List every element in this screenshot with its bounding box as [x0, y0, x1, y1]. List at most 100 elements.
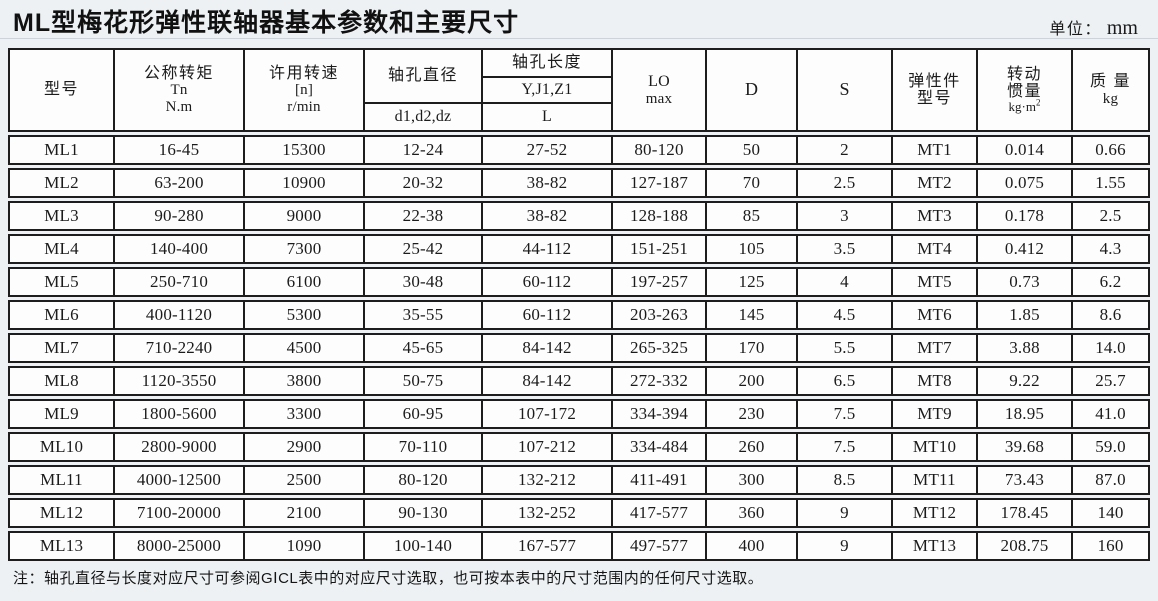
table-cell: 105: [707, 236, 798, 262]
table-body: ML1 16-45 15300 12-24 27-52 80-120 50 2 MT1 0.014…: [8, 135, 1150, 561]
table-cell: ML7: [10, 335, 115, 361]
col-header-d: D: [707, 50, 798, 130]
spec-table: 型号 公称转矩 Tn N.m 许用转速 [n] r/min 轴孔直径 d1,d2…: [8, 48, 1150, 564]
table-cell: 170: [707, 335, 798, 361]
table-cell: 3: [798, 203, 893, 229]
table-cell: 145: [707, 302, 798, 328]
speed-symbol: [n]: [294, 82, 314, 99]
table-cell: 7.5: [798, 401, 893, 427]
table-cell: 178.45: [978, 500, 1073, 526]
table-cell: 411-491: [613, 467, 707, 493]
table-cell: 73.43: [978, 467, 1073, 493]
table-cell: MT1: [893, 137, 978, 163]
table-cell: ML4: [10, 236, 115, 262]
table-cell: 45-65: [365, 335, 483, 361]
col-header-s: S: [798, 50, 893, 130]
table-row: ML4 140-400 7300 25-42 44-112 151-251 105 3.5 MT…: [8, 234, 1150, 264]
table-cell: 140-400: [115, 236, 245, 262]
table-cell: 5300: [245, 302, 365, 328]
bore-length-codes-label: Y,J1,Z1: [483, 78, 611, 104]
table-cell: 25.7: [1095, 370, 1126, 390]
table-cell: 2500: [245, 467, 365, 493]
table-cell: 9000: [245, 203, 365, 229]
table-cell: 0.014: [978, 137, 1073, 163]
table-cell: 260: [707, 434, 798, 460]
table-cell: 63-200: [115, 170, 245, 196]
table-cell: 2: [798, 137, 893, 163]
table-cell: 87.0: [1095, 469, 1126, 489]
table-cell: 127-187: [613, 170, 707, 196]
torque-label: 公称转矩: [143, 65, 214, 83]
table-cell: 27-52: [483, 137, 613, 163]
table-cell: 60-95: [365, 401, 483, 427]
table-cell: 4000-12500: [115, 467, 245, 493]
table-cell: MT5: [893, 269, 978, 295]
table-cell: ML1: [10, 137, 115, 163]
page-title: ML型梅花形弹性联轴器基本参数和主要尺寸: [13, 9, 520, 37]
table-cell: 497-577: [613, 533, 707, 559]
table-cell: 0.178: [978, 203, 1073, 229]
table-cell: 3.5: [798, 236, 893, 262]
torque-symbol: Tn: [170, 82, 188, 99]
table-cell: 20-32: [365, 170, 483, 196]
unit-label: 单位： mm: [1049, 15, 1138, 40]
title-divider: [0, 38, 1158, 39]
table-cell: 18.95: [978, 401, 1073, 427]
table-cell: 250-710: [115, 269, 245, 295]
table-cell: ML3: [10, 203, 115, 229]
table-cell: 4.5: [798, 302, 893, 328]
table-cell: 22-38: [365, 203, 483, 229]
table-cell: 8000-25000: [115, 533, 245, 559]
table-cell: 84-142: [483, 368, 613, 394]
table-cell: 0.66: [1095, 139, 1126, 159]
table-cell: 2800-9000: [115, 434, 245, 460]
table-cell: MT7: [893, 335, 978, 361]
table-cell: 200: [707, 368, 798, 394]
table-cell: 0.412: [978, 236, 1073, 262]
inertia-label-2: 惯量: [1006, 82, 1042, 100]
bore-length-label: 轴孔长度: [483, 50, 611, 78]
table-cell: 9: [798, 533, 893, 559]
table-cell: ML9: [10, 401, 115, 427]
table-cell: 100-140: [365, 533, 483, 559]
table-cell: 41.0: [1095, 403, 1126, 423]
bore-diameter-sub-label: d1,d2,dz: [394, 108, 452, 126]
footnote: 注：轴孔直径与长度对应尺寸可参阅GⅠCL表中的对应尺寸选取，也可按本表中的尺寸范…: [13, 570, 764, 587]
table-cell: 132-252: [483, 500, 613, 526]
table-cell: 208.75: [978, 533, 1073, 559]
table-row: ML6 400-1120 5300 35-55 60-112 203-263 145 4.5 M…: [8, 300, 1150, 330]
table-cell: MT4: [893, 236, 978, 262]
table-cell: 70-110: [365, 434, 483, 460]
table-cell: ML8: [10, 368, 115, 394]
table-cell: 230: [707, 401, 798, 427]
table-cell: 272-332: [613, 368, 707, 394]
table-cell: ML5: [10, 269, 115, 295]
table-cell: 125: [707, 269, 798, 295]
table-cell: MT13: [893, 533, 978, 559]
col-header-elastic: 弹性件 型号: [893, 50, 978, 130]
bore-diameter-label: 轴孔直径: [365, 50, 481, 104]
table-row: ML1 16-45 15300 12-24 27-52 80-120 50 2 MT1 0.014…: [8, 135, 1150, 165]
table-row: ML2 63-200 10900 20-32 38-82 127-187 70 2.5 MT2 0…: [8, 168, 1150, 198]
table-cell: MT2: [893, 170, 978, 196]
table-cell: 2900: [245, 434, 365, 460]
table-row: ML5 250-710 6100 30-48 60-112 197-257 125 4 MT5 0…: [8, 267, 1150, 297]
table-cell: 128-188: [613, 203, 707, 229]
table-cell: 160: [1097, 535, 1124, 555]
table-cell: 0.73: [978, 269, 1073, 295]
col-header-lo: LO max: [613, 50, 707, 130]
elastic-label-1: 弹性件: [908, 72, 961, 90]
table-cell: 2100: [245, 500, 365, 526]
table-cell: 1.55: [1095, 172, 1126, 192]
table-cell: ML2: [10, 170, 115, 196]
unit-prefix: 单位：: [1049, 21, 1102, 38]
table-cell: 3300: [245, 401, 365, 427]
table-cell: 50: [707, 137, 798, 163]
table-cell: 84-142: [483, 335, 613, 361]
col-header-mass: 质 量 kg: [1073, 50, 1148, 130]
table-cell: MT10: [893, 434, 978, 460]
table-cell: 7.5: [798, 434, 893, 460]
table-header: 型号 公称转矩 Tn N.m 许用转速 [n] r/min 轴孔直径 d1,d2…: [8, 48, 1150, 132]
table-cell: 132-212: [483, 467, 613, 493]
